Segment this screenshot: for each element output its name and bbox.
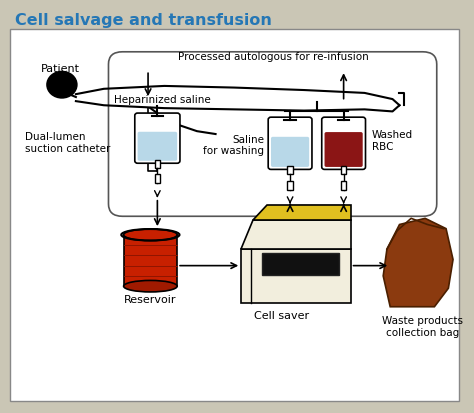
Text: Reservoir: Reservoir <box>124 295 177 305</box>
Bar <box>155 175 160 184</box>
Bar <box>341 167 346 175</box>
FancyBboxPatch shape <box>10 30 459 401</box>
Bar <box>327 135 360 166</box>
FancyBboxPatch shape <box>135 114 180 164</box>
Circle shape <box>47 72 77 99</box>
Text: Dual-lumen
suction catheter: Dual-lumen suction catheter <box>25 132 110 154</box>
Bar <box>155 161 160 169</box>
Text: Heparinized saline: Heparinized saline <box>114 95 210 105</box>
FancyBboxPatch shape <box>271 138 309 168</box>
FancyBboxPatch shape <box>325 133 363 168</box>
Text: Processed autologous for re-infusion: Processed autologous for re-infusion <box>178 52 369 62</box>
FancyBboxPatch shape <box>268 118 312 170</box>
FancyBboxPatch shape <box>322 118 365 170</box>
Bar <box>124 235 177 287</box>
Text: Waste products
collection bag: Waste products collection bag <box>382 315 463 337</box>
Ellipse shape <box>124 230 177 241</box>
Polygon shape <box>253 205 351 221</box>
Bar <box>341 181 346 190</box>
Ellipse shape <box>124 281 177 292</box>
Bar <box>287 167 293 175</box>
Text: Cell salvage and transfusion: Cell salvage and transfusion <box>15 13 272 28</box>
FancyBboxPatch shape <box>137 133 177 161</box>
FancyBboxPatch shape <box>241 249 351 303</box>
Bar <box>140 135 175 159</box>
Text: Washed
RBC: Washed RBC <box>372 130 413 152</box>
Bar <box>287 181 293 190</box>
Polygon shape <box>383 219 453 307</box>
Polygon shape <box>241 221 351 249</box>
Text: Saline
for washing: Saline for washing <box>203 134 264 156</box>
Text: Cell saver: Cell saver <box>255 310 310 320</box>
Text: Patient: Patient <box>41 64 80 74</box>
Bar <box>262 254 339 275</box>
Bar <box>273 140 307 166</box>
